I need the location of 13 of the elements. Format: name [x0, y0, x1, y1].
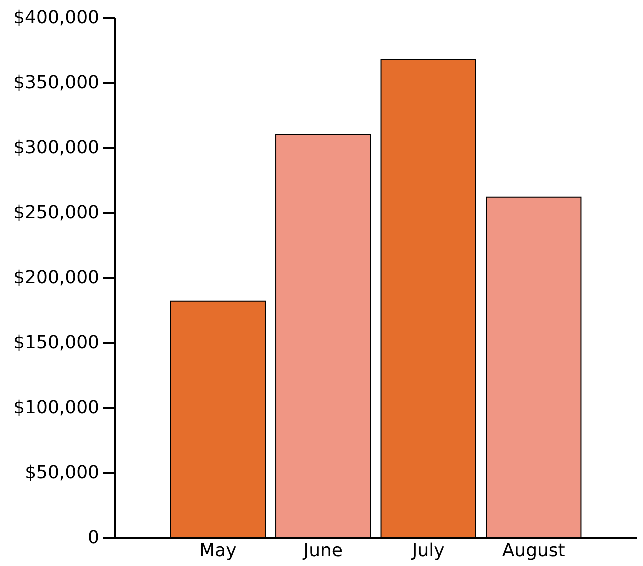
y-tick-label: $100,000: [14, 398, 100, 418]
y-tick-label: $150,000: [14, 332, 100, 354]
x-tick-label: July: [411, 540, 446, 562]
y-tick-label: $50,000: [25, 462, 100, 484]
y-tick-label: 0: [88, 528, 100, 548]
x-tick-label: May: [200, 540, 238, 562]
x-tick-label: August: [502, 540, 566, 562]
y-tick-label: $200,000: [14, 268, 100, 288]
x-tick-label: June: [302, 540, 343, 562]
y-tick-label: $300,000: [14, 138, 100, 158]
y-tick-label: $350,000: [14, 72, 100, 94]
y-tick-label: $400,000: [14, 8, 100, 28]
y-tick-label: $250,000: [14, 202, 100, 224]
